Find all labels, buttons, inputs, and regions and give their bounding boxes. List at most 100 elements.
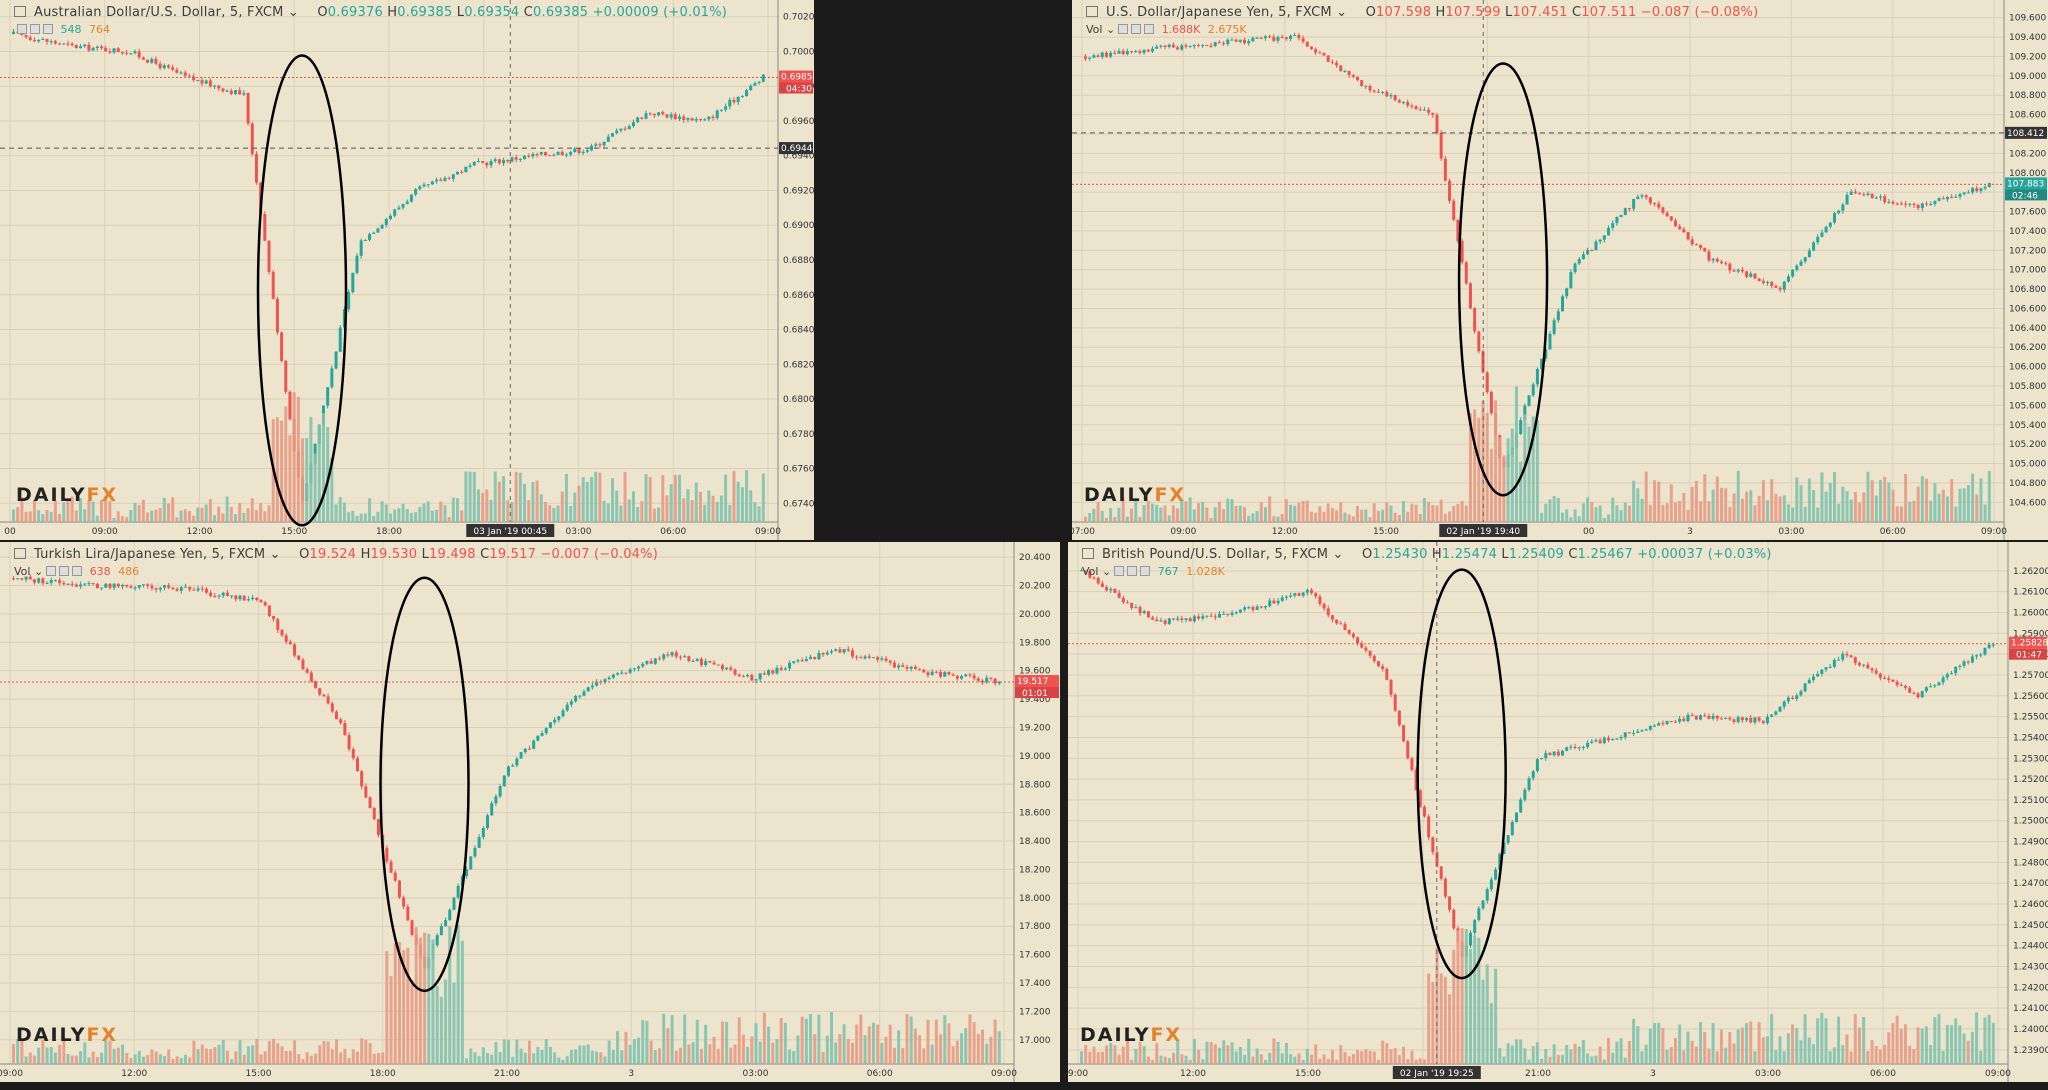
- volume-bar: [825, 1035, 829, 1064]
- candle-body: [1213, 42, 1217, 46]
- chevron-down-icon[interactable]: ⌄: [283, 5, 299, 20]
- volume-label[interactable]: Vol: [1082, 565, 1099, 578]
- volume-bar: [163, 1056, 167, 1064]
- volume-bar: [318, 1045, 322, 1064]
- volume-bar: [1619, 510, 1623, 522]
- volume-bar: [1347, 1056, 1351, 1064]
- volume-label[interactable]: Vol: [14, 565, 31, 578]
- chart-panel-gbpusd[interactable]: 1.262001.261001.260001.259001.258001.257…: [1068, 542, 2048, 1082]
- volume-bar: [913, 1028, 917, 1064]
- volume-bar: [511, 1056, 515, 1064]
- chevron-down-icon[interactable]: ⌄: [1102, 23, 1116, 36]
- chevron-down-icon[interactable]: ⌄: [1328, 547, 1344, 562]
- symbol-title[interactable]: Turkish Lira/Japanese Yen, 5, FXCM: [34, 547, 266, 562]
- volume-bar: [204, 504, 208, 522]
- candle-body: [238, 595, 242, 600]
- eye-icon[interactable]: [59, 566, 70, 576]
- volume-bar: [1205, 1041, 1209, 1064]
- volume-bars: [1080, 928, 1995, 1064]
- open-value: 19.524: [309, 547, 357, 562]
- candle-body: [1945, 197, 1949, 200]
- chart-panel-audusd[interactable]: 0.702000.700000.698000.696000.694000.692…: [0, 0, 814, 540]
- candle-body: [1259, 37, 1263, 39]
- candle-body: [217, 85, 221, 89]
- volume-bar: [280, 420, 284, 522]
- candle-body: [553, 719, 557, 723]
- chevron-down-icon[interactable]: ⌄: [1331, 5, 1348, 20]
- price-chart-svg[interactable]: 109.600109.400109.200109.000108.800108.6…: [1072, 0, 2048, 540]
- candle-body: [1117, 592, 1121, 598]
- price-chart-svg[interactable]: 20.40020.20020.00019.80019.60019.40019.2…: [0, 542, 1060, 1082]
- volume-bar: [976, 1033, 980, 1064]
- candle-body: [732, 99, 736, 103]
- volume-bar: [1255, 511, 1259, 522]
- countdown-badge: [2005, 189, 2047, 201]
- candle-body: [1791, 697, 1795, 699]
- collapse-icon[interactable]: [1082, 548, 1094, 559]
- candle-body: [623, 128, 627, 130]
- volume-bar: [1213, 1044, 1217, 1064]
- candle-body: [439, 926, 443, 936]
- eye-icon[interactable]: [1131, 24, 1142, 34]
- crosshair-price-badge: [2005, 126, 2047, 139]
- candle-body: [32, 579, 36, 583]
- candle-body: [1105, 587, 1109, 591]
- chart-panel-usdjpy[interactable]: 109.600 109.400 109.200 109.000 108.800 108.6…: [1072, 0, 2048, 540]
- price-tick-label: 104.600: [2009, 498, 2046, 508]
- chart-panel-tryjpy[interactable]: 20.400 20.200 20.000 19.800 19.600 19.400 19.2…: [0, 542, 1060, 1082]
- candle-body: [1661, 723, 1665, 725]
- settings-icon[interactable]: [46, 566, 57, 576]
- time-tick-label: 15:00: [1295, 1069, 1321, 1079]
- countdown-badge-label: 04:30: [786, 85, 812, 95]
- settings-icon[interactable]: [17, 24, 27, 34]
- price-tick-label: 1.26000: [2013, 608, 2048, 618]
- volume-bar: [1565, 509, 1569, 522]
- volume-bar: [37, 510, 41, 522]
- chevron-down-icon[interactable]: ⌄: [30, 565, 44, 578]
- chevron-down-icon[interactable]: ⌄: [1098, 565, 1112, 578]
- close-icon[interactable]: [1140, 566, 1151, 576]
- symbol-title[interactable]: Australian Dollar/U.S. Dollar, 5, FXCM: [34, 5, 284, 20]
- volume-bar: [1326, 503, 1330, 522]
- candle-body: [1811, 676, 1815, 680]
- volume-bar: [1100, 1051, 1104, 1064]
- settings-icon[interactable]: [1118, 24, 1129, 34]
- candle-body: [606, 136, 610, 142]
- chevron-down-icon[interactable]: ⌄: [265, 547, 281, 562]
- candle-body: [1134, 607, 1138, 609]
- close-icon[interactable]: [72, 566, 83, 576]
- volume-bar: [1699, 1022, 1703, 1064]
- candle-body: [347, 735, 351, 750]
- volume-bar: [389, 513, 392, 522]
- eye-icon[interactable]: [30, 24, 40, 34]
- volume-bar: [490, 1054, 494, 1064]
- volume-bar: [1966, 485, 1970, 522]
- price-chart-svg[interactable]: 1.262001.261001.260001.259001.258001.257…: [1068, 542, 2048, 1082]
- volume-label[interactable]: Vol: [1086, 23, 1103, 36]
- candle-body: [813, 656, 817, 660]
- candle-body: [1740, 717, 1744, 721]
- candle-body: [540, 733, 544, 736]
- candle-body: [1573, 263, 1577, 273]
- time-tick-label: 07:00: [1072, 527, 1095, 537]
- price-tick-label: 19.800: [1019, 638, 1051, 648]
- candle-body: [242, 92, 246, 95]
- collapse-icon[interactable]: [14, 6, 26, 17]
- candle-body: [120, 52, 124, 54]
- close-icon[interactable]: [43, 24, 53, 34]
- collapse-icon[interactable]: [1086, 6, 1098, 17]
- symbol-title[interactable]: U.S. Dollar/Japanese Yen, 5, FXCM: [1106, 5, 1332, 20]
- eye-icon[interactable]: [1127, 566, 1138, 576]
- volume-bar: [452, 982, 456, 1064]
- collapse-icon[interactable]: [14, 548, 26, 559]
- price-chart-svg[interactable]: 0.702000.700000.698000.696000.694000.692…: [0, 0, 814, 540]
- candle-body: [758, 673, 762, 680]
- price-tick-label: 1.25400: [2013, 733, 2048, 743]
- low-value: 107.451: [1512, 5, 1568, 20]
- volume-bar: [536, 1047, 540, 1064]
- settings-icon[interactable]: [1114, 566, 1125, 576]
- volume-bar: [1527, 426, 1531, 522]
- close-icon[interactable]: [1144, 24, 1155, 34]
- symbol-title[interactable]: British Pound/U.S. Dollar, 5, FXCM: [1102, 547, 1329, 562]
- time-tick-label: 03:00: [566, 527, 592, 537]
